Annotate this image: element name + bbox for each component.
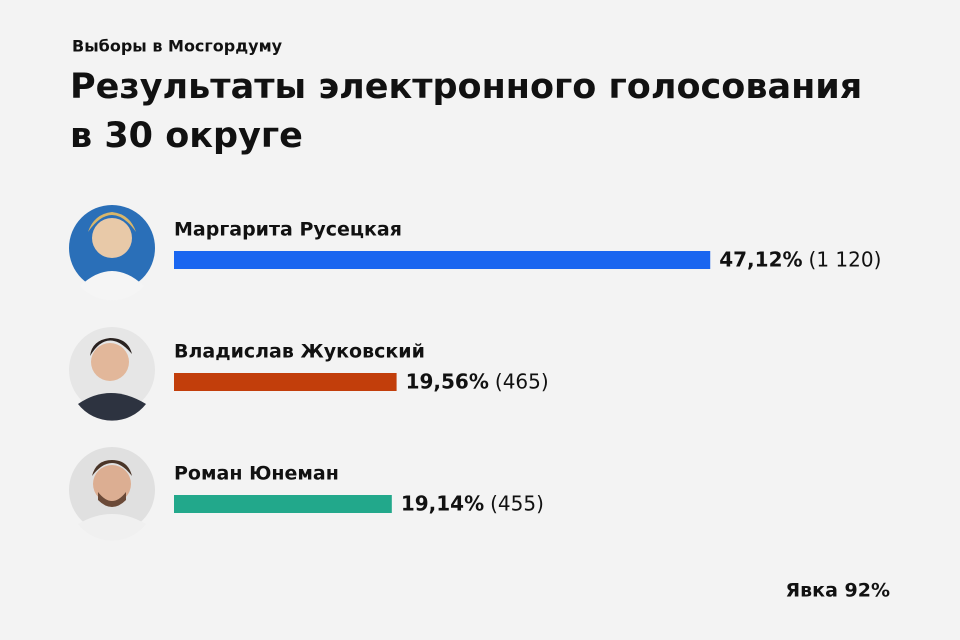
value-label: 19,56% — [406, 370, 489, 394]
value-label: 47,12% — [719, 248, 802, 272]
chart-subtitle: Выборы в Мосгордуму — [72, 37, 283, 56]
avatars — [69, 205, 155, 541]
category-label: Маргарита Русецкая — [174, 219, 402, 241]
avatar — [69, 205, 155, 301]
count-label: (465) — [495, 370, 549, 394]
bar — [174, 495, 392, 513]
count-label: (455) — [490, 492, 544, 516]
chart-title: Результаты электронного голосования в 30… — [70, 67, 874, 156]
bar — [174, 373, 397, 391]
category-label: Владислав Жуковский — [174, 341, 425, 363]
value-label: 19,14% — [401, 492, 484, 516]
avatar — [69, 327, 155, 421]
avatar — [69, 447, 155, 541]
annotation: Явка 92% — [786, 580, 890, 602]
count-label: (1 120) — [809, 248, 882, 272]
category-label: Роман Юнеман — [174, 463, 339, 485]
bar — [174, 251, 711, 269]
